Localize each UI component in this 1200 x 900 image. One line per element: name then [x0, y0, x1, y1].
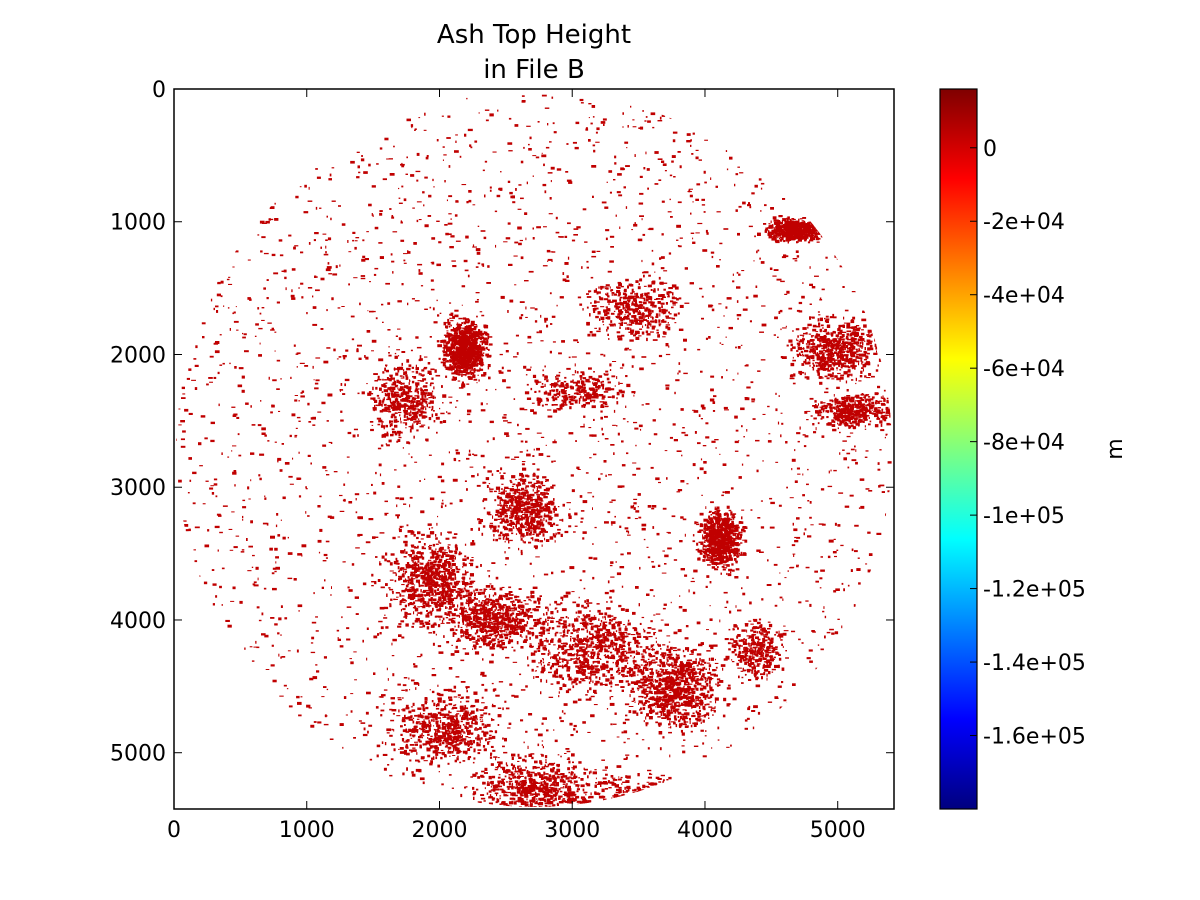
- y-tick-label: 0: [152, 78, 166, 103]
- x-tick-label: 4000: [677, 818, 733, 843]
- colorbar-tick-label: -1e+05: [983, 504, 1065, 529]
- x-tick-label: 5000: [810, 818, 866, 843]
- y-tick-label: 2000: [110, 343, 166, 368]
- plot-area: 0 1000 2000 3000 4000 5000 0 1000 2000 3000 4000 5…: [110, 78, 895, 843]
- y-tick-label: 5000: [110, 742, 166, 767]
- x-axis: 0 1000 2000 3000 4000 5000: [167, 89, 866, 843]
- colorbar-label: m: [1103, 438, 1128, 459]
- colorbar-tick-label: -6e+04: [983, 357, 1065, 382]
- y-axis: 0 1000 2000 3000 4000 5000: [110, 78, 894, 767]
- colorbar: 0 -2e+04 -4e+04 -6e+04 -8e+04 -1e+05 -1.2e+05 -…: [939, 88, 1128, 810]
- colorbar-tick-label: -4e+04: [983, 284, 1065, 309]
- x-tick-label: 0: [167, 818, 181, 843]
- colorbar-tick-label: -1.6e+05: [983, 725, 1086, 750]
- y-tick-label: 3000: [110, 476, 166, 501]
- earth-disk-data: [176, 94, 892, 807]
- x-tick-label: 1000: [279, 818, 335, 843]
- chart-title-line-2: in File B: [483, 55, 585, 85]
- colorbar-tick-label: -1.4e+05: [983, 651, 1086, 676]
- y-tick-label: 4000: [110, 609, 166, 634]
- colorbar-tick-label: -8e+04: [983, 431, 1065, 456]
- colorbar-tick-label: -2e+04: [983, 210, 1065, 235]
- colorbar-ticks: 0 -2e+04 -4e+04 -6e+04 -8e+04 -1e+05 -1.2e+05 -…: [970, 137, 1086, 750]
- x-tick-label: 3000: [544, 818, 600, 843]
- y-tick-label: 1000: [110, 211, 166, 236]
- colorbar-tick-label: -1.2e+05: [983, 578, 1086, 603]
- plot-frame: [173, 88, 895, 810]
- chart-title-line-1: Ash Top Height: [437, 20, 631, 50]
- colorbar-gradient: [939, 88, 978, 810]
- colorbar-tick-label: 0: [983, 137, 997, 162]
- x-tick-label: 2000: [411, 818, 467, 843]
